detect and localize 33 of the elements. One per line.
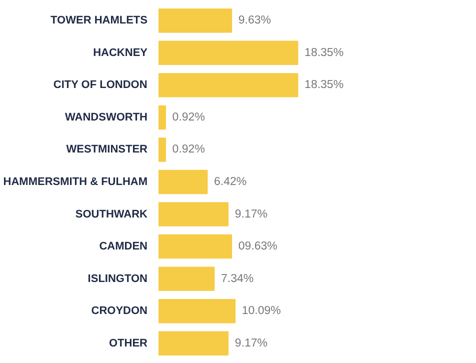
y-tick-label: ISLINGTON (88, 272, 148, 285)
bar (158, 298, 236, 324)
data-label: 9.17% (234, 208, 268, 220)
bar (158, 105, 166, 130)
y-tick-label: HACKNEY (93, 46, 148, 59)
y-tick-label: TOWER HAMLETS (50, 14, 148, 27)
data-label: 18.35% (304, 79, 344, 92)
data-label: 7.34% (221, 272, 254, 285)
data-label: 9.17% (234, 337, 268, 350)
y-tick-label: HAMMERSMITH & FULHAM (3, 176, 148, 188)
data-label: 09.63% (238, 240, 278, 253)
bar (158, 234, 232, 259)
bar (158, 8, 232, 33)
bar (158, 138, 166, 162)
bar (158, 266, 215, 291)
y-tick-label: CROYDON (91, 305, 148, 318)
bar (158, 202, 229, 226)
data-label: 0.92% (172, 111, 205, 124)
bar (158, 331, 229, 356)
bar (158, 73, 298, 98)
bar (158, 40, 298, 66)
y-tick-label: WANDSWORTH (65, 111, 148, 124)
y-tick-label: OTHER (109, 337, 148, 350)
bar (158, 170, 208, 194)
data-label: 10.09% (242, 305, 281, 318)
data-label: 9.63% (238, 14, 271, 27)
y-tick-label: SOUTHWARK (75, 208, 148, 220)
y-tick-label: CAMDEN (99, 240, 148, 253)
y-tick-label: CITY OF LONDON (53, 79, 148, 92)
data-label: 18.35% (304, 46, 344, 59)
data-label: 6.42% (214, 176, 247, 188)
data-label: 0.92% (172, 144, 205, 156)
y-tick-label: WESTMINSTER (66, 144, 148, 156)
